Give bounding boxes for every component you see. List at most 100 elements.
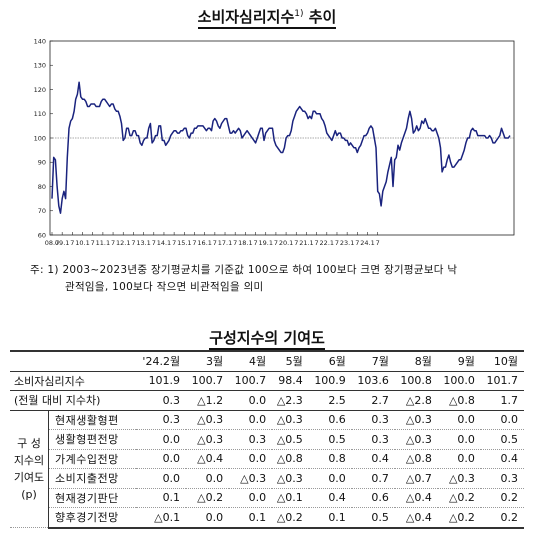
x-tick-label: 15.1 [177, 239, 191, 247]
table-cell: 0.0 [229, 449, 273, 469]
x-tick-label: 7 [335, 239, 339, 247]
table-cell: 0.6 [308, 410, 352, 430]
table-cell: 0.4 [308, 488, 352, 508]
table-cell: 0.0 [135, 468, 187, 489]
x-tick-label: 7 [131, 239, 135, 247]
header-month: 4월 [229, 350, 273, 372]
y-tick-label: 70 [38, 207, 46, 215]
header-month: 5월 [272, 350, 309, 372]
table-cell: △0.1 [272, 488, 309, 508]
table-cell: 98.4 [272, 371, 309, 391]
x-tick-label: 7 [91, 239, 95, 247]
table-row: 현재경기판단 0.1 △0.2 0.0 △0.1 0.4 0.6 △0.4 △0.2 0.2 [10, 488, 524, 508]
row-label: 가계수입전망 [48, 449, 136, 469]
x-tick-label: 7 [172, 239, 176, 247]
table-cell: 2.5 [308, 390, 352, 411]
table-cell: 0.3 [135, 410, 187, 430]
table-cell: △0.1 [135, 507, 187, 529]
x-tick-label: 17.1 [218, 239, 232, 247]
table-cell: △0.8 [272, 449, 309, 469]
table-cell: 0.3 [351, 410, 395, 430]
table-cell: 0.3 [351, 429, 395, 450]
table-cell: 0.0 [229, 410, 273, 430]
row-label: (전월 대비 지수차) [10, 390, 136, 411]
table-cell: 100.0 [437, 371, 481, 391]
table-cell: △0.4 [394, 488, 438, 508]
contribution-table: '24.2월 3월 4월 5월 6월 7월 8월 9월 10월 소비자심리지수 101.9 100.7… [10, 350, 524, 529]
table-cell: 0.5 [308, 429, 352, 450]
table-cell: 0.4 [351, 449, 395, 469]
table-cell: △0.3 [394, 410, 438, 430]
table-cell: 0.5 [480, 429, 524, 450]
table-cell: △0.3 [186, 429, 230, 450]
x-tick-label: 19.1 [258, 239, 272, 247]
x-tick-label: 7 [111, 239, 115, 247]
footnote-line2: 관적임을, 100보다 작으면 비관적임을 의미 [65, 281, 264, 293]
group-label-line: 기여도 [13, 470, 45, 484]
y-tick-label: 120 [34, 86, 46, 94]
table-cell: 100.8 [394, 371, 438, 391]
table-cell: △0.3 [272, 410, 309, 430]
group-label-line: 구 성 [17, 436, 41, 450]
y-tick-label: 140 [34, 37, 46, 45]
x-tick-label: 24.1 [360, 239, 374, 247]
table-cell: 0.3 [229, 429, 273, 450]
table-cell: △0.2 [437, 488, 481, 508]
group-label-line: (p) [21, 487, 37, 501]
table-cell: 0.0 [135, 449, 187, 469]
table-cell: 0.0 [437, 429, 481, 450]
x-tick-label: 23.1 [340, 239, 354, 247]
table-cell: 0.0 [229, 488, 273, 508]
x-tick-label: 09.1 [55, 239, 69, 247]
table-cell: 0.8 [308, 449, 352, 469]
table-cell: 0.2 [480, 507, 524, 529]
table-title: 구성지수의 기여도 [0, 327, 534, 350]
y-tick-label: 80 [38, 183, 46, 191]
table-cell: △0.2 [186, 488, 230, 508]
table-row: 소비자심리지수 101.9 100.7 100.7 98.4 100.9 103.6 100.… [10, 371, 524, 391]
y-tick-label: 90 [38, 159, 46, 167]
table-cell: △2.3 [272, 390, 309, 411]
x-tick-label: 20.1 [279, 239, 293, 247]
table-cell: 0.0 [135, 429, 187, 450]
plot-frame [49, 40, 515, 236]
table-cell: 0.4 [480, 449, 524, 469]
table-cell: △0.8 [394, 449, 438, 469]
table-cell: 0.5 [351, 507, 395, 529]
group-label-line: 지수의 [13, 453, 45, 467]
row-label: 향후경기전망 [48, 507, 136, 529]
y-tick-label: 100 [34, 134, 46, 142]
table-cell: △0.3 [229, 468, 273, 489]
table-cell: 0.0 [186, 468, 230, 489]
table-cell: △0.4 [394, 507, 438, 529]
x-tick-label: 12.1 [116, 239, 130, 247]
table-cell: 0.0 [308, 468, 352, 489]
x-tick-label: 7 [274, 239, 278, 247]
x-tick-label: 10.1 [75, 239, 89, 247]
x-tick-label: 16.1 [197, 239, 211, 247]
table-cell: 0.1 [229, 507, 273, 529]
header-month: 8월 [394, 350, 438, 372]
x-tick-label: 7 [70, 239, 74, 247]
csi-series-line [51, 81, 511, 214]
table-cell: 0.0 [229, 390, 273, 411]
x-tick-label: 7 [253, 239, 257, 247]
table-row: 생활형편전망 0.0 △0.3 0.3 △0.5 0.5 0.3 △0.3 0.0 0.5 [10, 429, 524, 450]
table-cell: △1.2 [186, 390, 230, 411]
header-month: 10월 [480, 350, 524, 372]
header-month: '24.2월 [135, 350, 187, 372]
table-cell: 101.7 [480, 371, 524, 391]
row-label: 소비지출전망 [48, 468, 136, 489]
table-cell: △0.3 [394, 429, 438, 450]
table-cell: △2.8 [394, 390, 438, 411]
x-tick-label: 7 [152, 239, 156, 247]
table-cell: △0.2 [437, 507, 481, 529]
table-cell: △0.4 [186, 449, 230, 469]
table-cell: 100.7 [229, 371, 273, 391]
table-cell: 0.7 [351, 468, 395, 489]
x-tick-label: 21.1 [299, 239, 313, 247]
table-row: 향후경기전망 △0.1 0.0 0.1 △0.2 0.1 0.5 △0.4 △0.2 0.2 [10, 507, 524, 529]
table-cell: 100.7 [186, 371, 230, 391]
